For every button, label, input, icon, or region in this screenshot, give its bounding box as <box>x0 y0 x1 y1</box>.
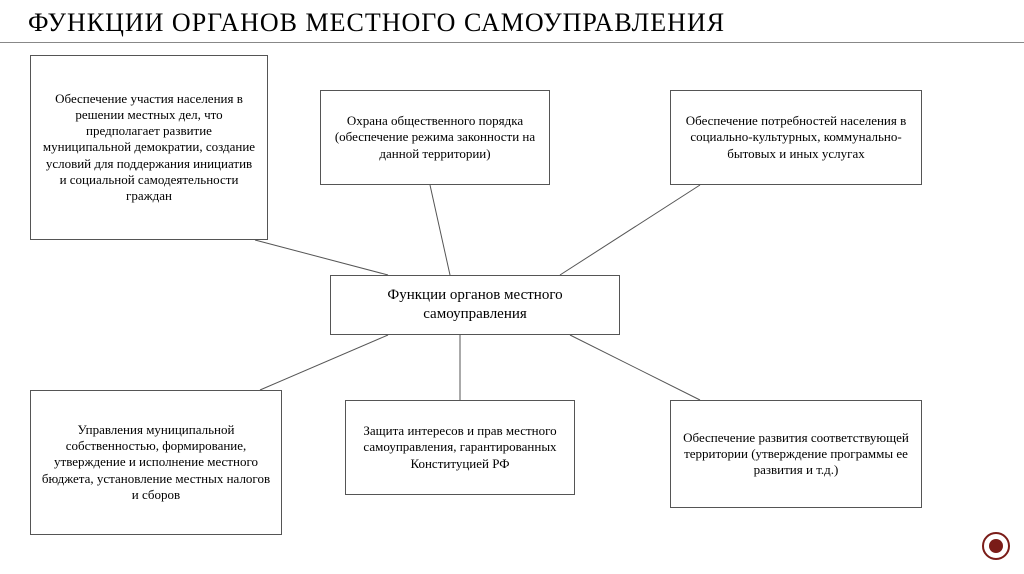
center-node: Функции органов местного самоуправления <box>330 275 620 335</box>
node-top-left: Обеспечение участия населения в решении … <box>30 55 268 240</box>
node-bot-mid: Защита интересов и прав местного самоупр… <box>345 400 575 495</box>
node-top-right: Обеспечение потребностей населения в соц… <box>670 90 922 185</box>
slide-badge-icon <box>982 532 1010 560</box>
node-bot-right: Обеспечение развития соответствующей тер… <box>670 400 922 508</box>
node-top-mid: Охрана общественного порядка (обеспечени… <box>320 90 550 185</box>
page-title: ФУНКЦИИ ОРГАНОВ МЕСТНОГО САМОУПРАВЛЕНИЯ <box>0 2 1024 43</box>
node-bot-left: Управления муниципальной собственностью,… <box>30 390 282 535</box>
